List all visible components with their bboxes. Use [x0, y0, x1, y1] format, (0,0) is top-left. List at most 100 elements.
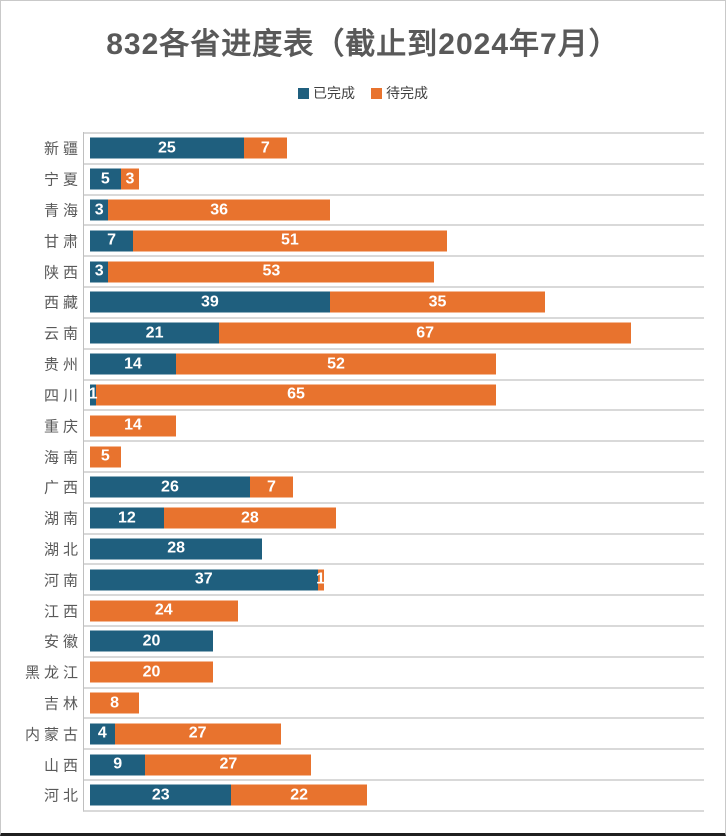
pending-segment: 53: [108, 261, 435, 283]
segment-value-label: 21: [145, 324, 164, 342]
completed-segment: 7: [90, 230, 134, 252]
bar-stack: 28: [90, 538, 263, 560]
bar-stack: 3 53: [90, 261, 435, 283]
completed-segment: 5: [90, 168, 121, 190]
pending-segment: 22: [231, 784, 367, 806]
category-label: 贵州: [43, 356, 82, 374]
completed-segment: 39: [90, 291, 330, 313]
bar-row: 河南 37 1: [44, 563, 704, 594]
pending-segment: 67: [219, 322, 632, 344]
bar-row: 河北 23 22: [44, 779, 704, 810]
pending-segment: 8: [90, 692, 140, 714]
pending-segment: 5: [90, 446, 121, 468]
segment-value-label: 5: [100, 447, 110, 465]
segment-value-label: 39: [201, 293, 219, 311]
segment-value-label: 14: [124, 355, 142, 373]
category-label: 重庆: [43, 418, 82, 436]
segment-value-label: 37: [194, 570, 213, 588]
bar-row: 宁夏 5 3: [44, 162, 704, 194]
segment-value-label: 67: [416, 324, 435, 342]
bar-row: 安徽 20: [44, 625, 704, 656]
bar-row: 吉林 8: [44, 686, 704, 718]
bar-row: 西藏 39 35: [44, 286, 704, 317]
category-label: 青海: [43, 202, 82, 220]
legend-label-completed: 已完成: [313, 85, 355, 101]
completed-segment: 26: [90, 476, 250, 498]
segment-value-label: 1: [316, 570, 326, 588]
bar-stack: 4 27: [90, 723, 281, 745]
segment-value-label: 35: [428, 293, 447, 311]
pending-segment: 20: [90, 661, 213, 683]
bar-stack: 1 65: [89, 384, 496, 406]
completed-segment: 20: [90, 630, 213, 652]
completed-segment: 25: [90, 137, 244, 159]
bar-stack: 3 36: [90, 199, 330, 221]
segment-value-label: 14: [124, 416, 142, 434]
segment-value-label: 5: [100, 170, 110, 188]
segment-value-label: 3: [125, 170, 135, 188]
bar-row: 甘肃 7 51: [44, 224, 704, 255]
category-label: 甘肃: [43, 233, 82, 251]
bar-stack: 23 22: [90, 784, 367, 806]
pending-segment: 27: [114, 723, 281, 745]
pending-segment: 24: [90, 600, 238, 622]
bar-row: 山西 9 27: [44, 748, 704, 779]
completed-segment: 23: [90, 784, 232, 806]
category-label: 山西: [43, 757, 82, 775]
bar-row: 云南 21 67: [44, 316, 704, 348]
bar-stack: 8: [90, 692, 140, 714]
pending-segment: 27: [145, 754, 312, 776]
bar-row: 黑龙江 20: [25, 655, 704, 687]
segment-value-label: 26: [161, 478, 179, 496]
bar-stack: 39 35: [90, 291, 546, 313]
completed-segment: 3: [90, 261, 109, 283]
legend: 已完成 待完成: [1, 83, 725, 103]
bar-stack: 14 52: [90, 353, 496, 375]
completed-segment: 1: [89, 384, 98, 406]
bar-stack: 37 1: [90, 569, 326, 591]
pending-segment: 36: [108, 199, 330, 221]
segment-value-label: 22: [290, 786, 308, 804]
segment-value-label: 65: [287, 385, 305, 403]
bar-row: 青海 3 36: [44, 193, 704, 225]
bar-stack: 14: [90, 415, 177, 437]
bar-row: 新疆 25 7: [44, 132, 704, 163]
bar-stack: 20: [90, 630, 213, 652]
bar-stack: 12 28: [90, 507, 336, 529]
bar-row: 内蒙古 4 27: [25, 717, 704, 748]
category-label: 内蒙古: [24, 726, 82, 744]
segment-value-label: 25: [157, 139, 176, 157]
completed-segment: 3: [90, 199, 109, 221]
segment-value-label: 24: [154, 601, 173, 619]
bar-stack: 5: [90, 446, 121, 468]
legend-item-pending: 待完成: [371, 83, 428, 103]
bar-row: 重庆 14: [44, 409, 704, 440]
bar-stack: 25 7: [90, 137, 287, 159]
category-label: 河北: [43, 787, 82, 805]
pending-segment: 14: [90, 415, 177, 437]
category-label: 宁夏: [43, 171, 82, 189]
bar-stack: 9 27: [90, 754, 312, 776]
legend-label-pending: 待完成: [386, 85, 428, 101]
segment-value-label: 7: [260, 139, 270, 157]
category-label: 西藏: [43, 294, 82, 312]
pending-segment: 3: [120, 168, 140, 190]
pending-segment: 51: [133, 230, 447, 252]
legend-swatch-pending-icon: [371, 87, 382, 99]
completed-segment: 4: [90, 723, 115, 745]
bar-row: 四川 1 65: [44, 378, 704, 410]
bar-stack: 26 7: [90, 476, 293, 498]
chart-title: 832各省进度表（截止到2024年7月）: [106, 28, 620, 61]
bar-row: 贵州 14 52: [44, 347, 704, 379]
segment-value-label: 20: [142, 663, 161, 681]
bar-stack: 21 67: [90, 322, 632, 344]
category-label: 河南: [43, 572, 82, 590]
completed-segment: 14: [90, 353, 177, 375]
completed-segment: 9: [90, 754, 146, 776]
segment-value-label: 3: [94, 262, 104, 280]
segment-value-label: 27: [188, 724, 207, 742]
bar-row: 海南 5: [44, 440, 704, 471]
bar-stack: 20: [90, 661, 213, 683]
